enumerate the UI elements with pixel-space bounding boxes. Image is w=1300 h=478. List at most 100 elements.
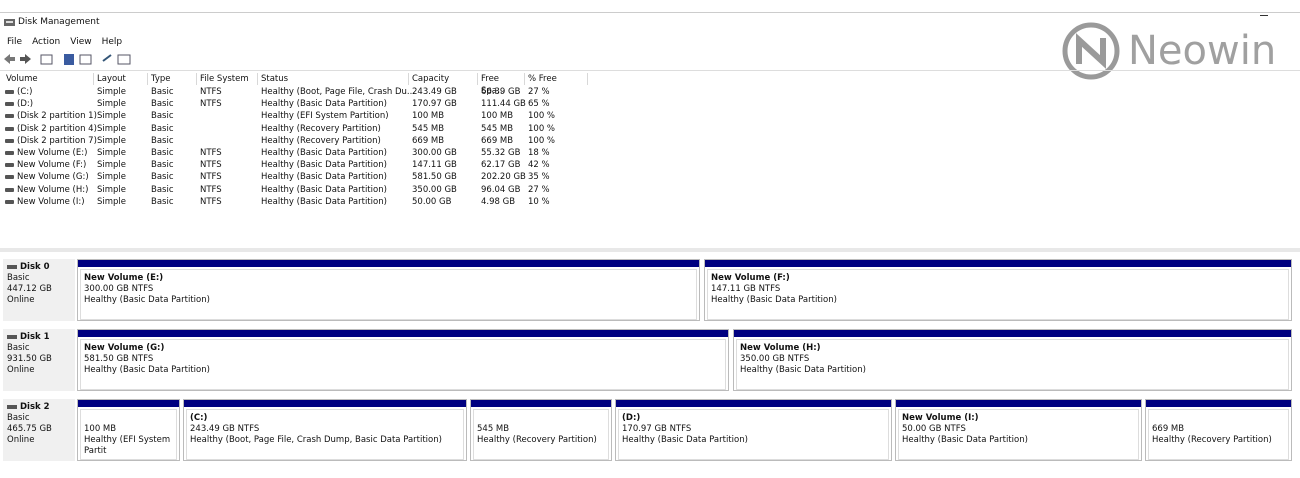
table-cell[interactable]: New Volume (H:): [17, 184, 89, 195]
partition[interactable]: New Volume (E:) 300.00 GB NTFS Healthy (Ba…: [77, 259, 700, 321]
column-header[interactable]: % Free: [525, 73, 588, 85]
table-cell: 100 %: [528, 111, 556, 122]
table-cell[interactable]: (Disk 2 partition 1): [17, 111, 97, 122]
table-cell: 669 MB: [412, 135, 445, 146]
partition-size: 243.49 GB NTFS: [190, 424, 260, 434]
partition-body: 545 MB Healthy (Recovery Partition): [473, 409, 609, 460]
partition-status: Healthy (Boot, Page File, Crash Dump, Ba…: [190, 435, 442, 445]
partition-size: 300.00 GB NTFS: [84, 284, 154, 294]
minimize-button[interactable]: [1260, 15, 1268, 16]
column-header[interactable]: Free Spa...: [478, 73, 525, 96]
partition-bar: [1146, 400, 1291, 407]
window-title: Disk Management: [18, 17, 100, 27]
disk-name[interactable]: Disk 2: [7, 402, 71, 413]
disk-status: Online: [7, 435, 35, 445]
column-header[interactable]: File System: [197, 73, 258, 85]
table-cell: NTFS: [200, 196, 222, 207]
disk-label: Disk 1 Basic 931.50 GB Online: [3, 329, 75, 391]
table-cell[interactable]: (Disk 2 partition 4): [17, 123, 97, 134]
table-cell: 55.32 GB: [481, 148, 521, 158]
partition-body: New Volume (G:) 581.50 GB NTFS Healthy (Ba…: [80, 339, 726, 390]
table-cell[interactable]: (Disk 2 partition 7): [17, 135, 97, 146]
partition-status: Healthy (Basic Data Partition): [84, 295, 210, 305]
disk-icon: [7, 335, 17, 339]
watermark-logo: [1062, 22, 1120, 80]
drive-icon: [5, 175, 14, 180]
table-cell[interactable]: New Volume (G:): [17, 172, 89, 183]
partition-size: 170.97 GB NTFS: [622, 424, 692, 434]
partition-body: New Volume (E:) 300.00 GB NTFS Healthy (Ba…: [80, 269, 697, 320]
menu-item[interactable]: Action: [32, 37, 61, 47]
table-cell: 100 %: [528, 135, 556, 146]
table-cell: 66.39 GB: [481, 87, 521, 97]
table-cell: Basic: [151, 160, 174, 171]
drive-icon: [5, 126, 14, 131]
menu-item[interactable]: View: [70, 37, 92, 47]
spacer: [84, 413, 173, 424]
partition[interactable]: 669 MB Healthy (Recovery Partition): [1145, 399, 1292, 461]
table-top-border: [0, 70, 1300, 71]
table-cell: 100 MB: [412, 111, 445, 122]
table-cell: 96.04 GB: [481, 184, 521, 195]
spacer: [1152, 413, 1285, 424]
table-cell: 111.44 GB: [481, 99, 526, 110]
drive-icon: [5, 138, 14, 143]
table-cell: Basic: [151, 99, 174, 110]
partition-status: Healthy (Basic Data Partition): [622, 435, 748, 445]
toolbar: [4, 54, 131, 65]
table-cell: 350.00 GB: [412, 184, 457, 195]
partition[interactable]: (D:) 170.97 GB NTFS Healthy (Basic Data Pa…: [615, 399, 892, 461]
table-cell: 147.11 GB: [412, 160, 457, 171]
partition-status: Healthy (Basic Data Partition): [902, 435, 1028, 445]
table-cell[interactable]: New Volume (I:): [17, 196, 85, 207]
column-header[interactable]: Type: [148, 73, 197, 85]
partition[interactable]: New Volume (G:) 581.50 GB NTFS Healthy (Ba…: [77, 329, 729, 391]
column-header[interactable]: Volume: [3, 73, 94, 85]
table-cell[interactable]: (D:): [17, 99, 34, 110]
disk-name[interactable]: Disk 1: [7, 332, 71, 343]
table-cell: Simple: [97, 184, 127, 195]
table-cell: 170.97 GB: [412, 99, 457, 110]
table-cell: Basic: [151, 111, 174, 122]
table-cell: Basic: [151, 196, 174, 207]
table-cell: 100 MB: [481, 111, 514, 122]
menu-item[interactable]: File: [7, 37, 23, 47]
drive-icon: [5, 102, 14, 107]
table-cell: 62.17 GB: [481, 160, 521, 171]
column-header[interactable]: Capacity: [409, 73, 478, 85]
table-cell: 545 MB: [481, 123, 514, 134]
table-cell: Simple: [97, 99, 127, 110]
table-cell: Simple: [97, 148, 127, 158]
partition[interactable]: New Volume (F:) 147.11 GB NTFS Healthy (Ba…: [704, 259, 1292, 321]
partition-bar: [705, 260, 1291, 267]
partition-name: New Volume (F:): [711, 273, 790, 283]
table-cell[interactable]: New Volume (F:): [17, 160, 87, 171]
partition[interactable]: New Volume (H:) 350.00 GB NTFS Healthy (Ba…: [733, 329, 1292, 391]
disk-size: 465.75 GB: [7, 424, 52, 434]
partition-status: Healthy (Basic Data Partition): [84, 365, 210, 375]
table-cell: 65 %: [528, 99, 550, 110]
partition[interactable]: 545 MB Healthy (Recovery Partition): [470, 399, 612, 461]
menu-item[interactable]: Help: [101, 37, 123, 47]
table-cell: 669 MB: [481, 135, 514, 146]
column-header[interactable]: Layout: [94, 73, 148, 85]
partition[interactable]: New Volume (I:) 50.00 GB NTFS Healthy (Bas…: [895, 399, 1142, 461]
partition-body: New Volume (F:) 147.11 GB NTFS Healthy (Ba…: [707, 269, 1289, 320]
partition-size: 581.50 GB NTFS: [84, 354, 154, 364]
table-cell: 18 %: [528, 148, 550, 158]
partition[interactable]: 100 MB Healthy (EFI System Partit: [77, 399, 180, 461]
drive-icon: [5, 187, 14, 192]
table-cell: 35 %: [528, 172, 550, 183]
table-cell: Basic: [151, 172, 174, 183]
table-cell: 42 %: [528, 160, 550, 171]
partition[interactable]: (C:) 243.49 GB NTFS Healthy (Boot, Page Fi…: [183, 399, 467, 461]
table-cell[interactable]: New Volume (E:): [17, 148, 88, 158]
disk-name[interactable]: Disk 0: [7, 262, 71, 273]
partition-bar: [78, 400, 179, 407]
table-cell: Simple: [97, 111, 127, 122]
disk-type: Basic: [7, 413, 30, 423]
table-cell: 27 %: [528, 184, 550, 195]
table-cell[interactable]: (C:): [17, 87, 33, 97]
column-header[interactable]: Status: [258, 73, 409, 85]
table-cell: Simple: [97, 160, 127, 171]
